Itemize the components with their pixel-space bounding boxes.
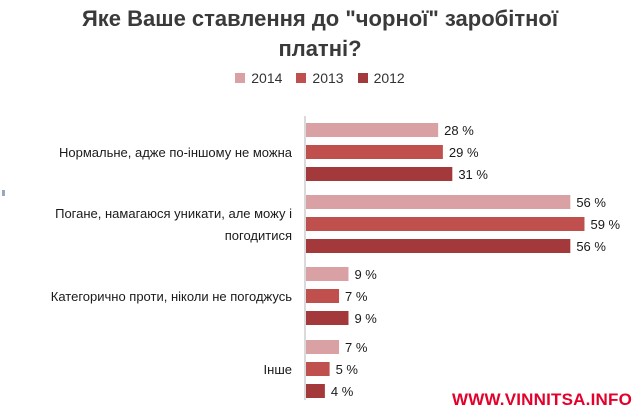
data-label: 9 % (354, 311, 377, 326)
chart-title: Яке Ваше ставлення до "чорної" заробітно… (0, 4, 640, 64)
legend-swatch-2012 (357, 73, 368, 83)
data-label: 7 % (345, 289, 368, 304)
data-label: 29 % (449, 145, 479, 160)
legend-item-2014: 2014 (235, 70, 282, 86)
bar-2014 (306, 340, 340, 354)
legend-label-2014: 2014 (251, 70, 283, 86)
decorative-mark (2, 190, 5, 196)
bar-2013 (306, 145, 443, 159)
data-label: 28 % (444, 123, 474, 138)
bar-2012 (306, 167, 453, 181)
bar-2013 (306, 289, 340, 303)
watermark: WWW.VINNITSA.INFO (452, 390, 632, 409)
category-label: погодитися (225, 228, 292, 243)
category-label: Погане, намагаюся уникати, але можу і (55, 206, 292, 221)
data-label: 5 % (336, 362, 359, 377)
data-label: 9 % (354, 267, 377, 282)
data-label: 56 % (576, 195, 606, 210)
bar-2013 (306, 217, 585, 231)
data-label: 56 % (576, 239, 606, 254)
legend-label-2012: 2012 (373, 70, 405, 86)
category-label: Категорично проти, ніколи не погоджусь (51, 289, 292, 304)
legend: 2014 2013 2012 (0, 70, 640, 86)
category-label: Нормальне, адже по-іншому не можна (59, 145, 293, 160)
bar-2014 (306, 267, 349, 281)
legend-item-2012: 2012 (357, 70, 405, 86)
data-label: 31 % (458, 167, 488, 182)
data-label: 4 % (331, 384, 354, 399)
data-label: 7 % (345, 340, 368, 355)
chart-title-line-1: Яке Ваше ставлення до "чорної" заробітно… (81, 6, 559, 31)
legend-swatch-2014 (235, 73, 246, 83)
data-label: 59 % (590, 217, 620, 232)
category-label: Інше (264, 362, 292, 377)
chart-title-line-2: платні? (278, 36, 362, 61)
legend-label-2013: 2013 (312, 70, 344, 86)
legend-swatch-2013 (296, 73, 307, 83)
bar-2012 (306, 311, 349, 325)
bar-2012 (306, 239, 571, 253)
bar-2012 (306, 384, 325, 398)
bar-2013 (306, 362, 330, 376)
legend-item-2013: 2013 (296, 70, 344, 86)
bar-2014 (306, 195, 571, 209)
bar-2014 (306, 123, 439, 137)
